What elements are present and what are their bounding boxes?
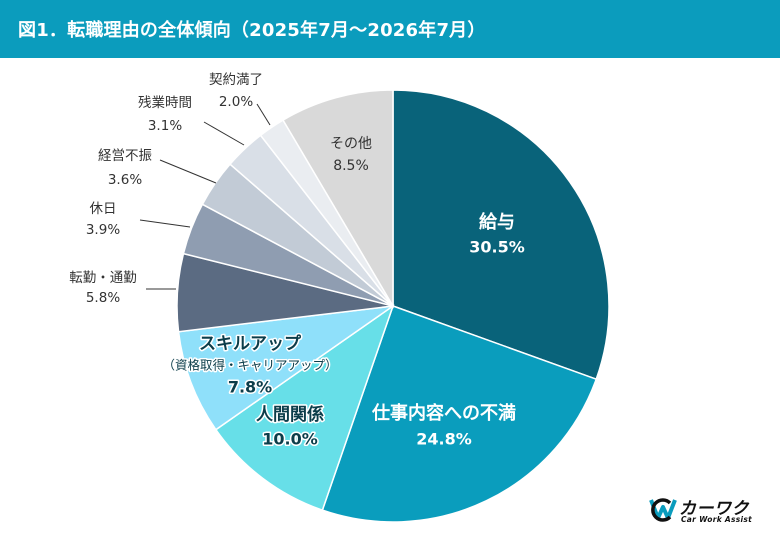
slice-value: 8.5%: [333, 158, 369, 174]
pie-slice: [321, 305, 598, 523]
slice-sublabel: （資格取得・キャリアアップ）: [162, 358, 337, 373]
leader-line: [139, 219, 191, 228]
slice-label: その他: [330, 136, 372, 152]
slice-value: 5.8%: [86, 290, 120, 306]
slice-value: 3.1%: [148, 118, 182, 134]
slice-label: 仕事内容への不満: [371, 402, 516, 424]
carwork-logo: カーワク Car Work Assist: [648, 494, 766, 530]
carwork-logo-icon: [649, 498, 677, 522]
pie-slice: [392, 89, 610, 381]
slice-value: 7.8%: [228, 378, 272, 397]
leader-line: [256, 103, 271, 126]
logo-name: カーワク: [679, 499, 749, 519]
slice-label: スキルアップ: [199, 333, 302, 354]
slice-value: 3.9%: [86, 222, 120, 238]
slice-value: 3.6%: [108, 172, 142, 188]
leader-line: [159, 159, 217, 184]
slice-value: 10.0%: [262, 430, 318, 449]
chart-title: 図1．転職理由の全体傾向（2025年7月〜2026年7月）: [18, 20, 486, 41]
slice-value: 24.8%: [416, 430, 472, 449]
slice-value: 2.0%: [219, 94, 253, 110]
slice-label: 休日: [90, 201, 117, 217]
slice-label: 残業時間: [138, 95, 192, 111]
slice-label: 経営不振: [98, 148, 152, 164]
logo-tagline: Car Work Assist: [681, 515, 753, 524]
pie-slice: [214, 304, 395, 512]
leader-line: [203, 121, 245, 146]
slice-label: 人間関係: [256, 404, 324, 425]
slice-label: 契約満了: [209, 72, 263, 88]
slice-label: 転勤・通勤: [69, 270, 137, 286]
pie-slice: [282, 89, 394, 309]
slice-label: 給与: [479, 211, 515, 233]
title-banner: 図1．転職理由の全体傾向（2025年7月〜2026年7月）: [0, 0, 780, 58]
pie-slice: [177, 305, 394, 431]
slice-value: 30.5%: [469, 238, 525, 257]
